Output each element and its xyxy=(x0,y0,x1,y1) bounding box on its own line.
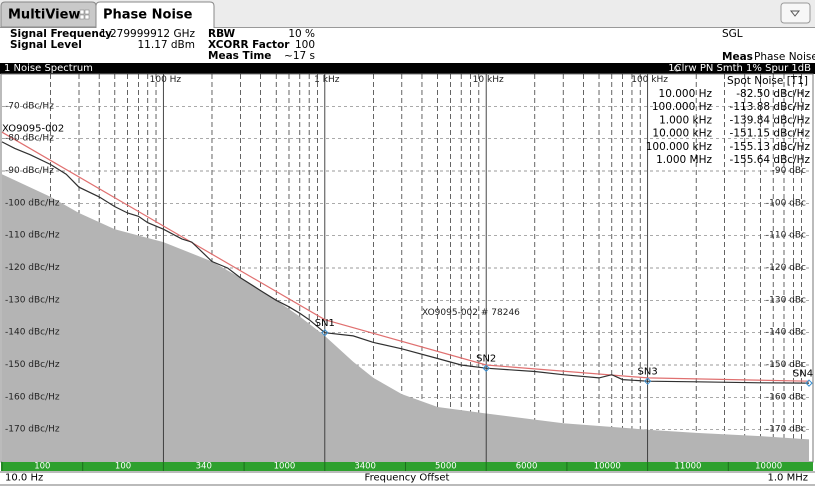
info-value: 11.17 dBm xyxy=(138,39,196,51)
segment-value: 340 xyxy=(196,462,212,472)
y2-tick-label: -100 dBc xyxy=(766,198,806,208)
window-title: 1 Noise Spectrum xyxy=(4,63,93,74)
spot-frequency: 1.000 kHz xyxy=(659,114,712,126)
segment-value: 1000 xyxy=(274,462,296,472)
dropdown-button[interactable] xyxy=(780,2,811,24)
y2-tick-label: -110 dBc xyxy=(766,231,806,241)
noise-floor-area xyxy=(2,174,809,462)
y-tick-label: -160 dBc/Hz xyxy=(5,392,60,402)
marker xyxy=(805,379,813,387)
plot: 100 Hz 1 kHz 10 kHz 100 kHz XO9095-002 -70 dB… xyxy=(1,74,813,462)
meas-label: Meas xyxy=(722,51,753,63)
segment-bar xyxy=(1,462,813,471)
info-value: 10 % xyxy=(288,28,315,40)
spot-value: -82.50 dBc/Hz xyxy=(736,88,810,100)
trace-annotation: XO9095-002 # 78246 xyxy=(422,308,520,318)
info-label: Meas Time xyxy=(208,50,271,62)
spot-value: -155.13 dBc/Hz xyxy=(730,141,811,153)
tab-label: Phase Noise xyxy=(103,8,193,23)
info-value: 100 xyxy=(295,39,315,51)
x-start-label: 10.0 Hz xyxy=(5,473,43,484)
marker-label: SN1 xyxy=(315,318,335,329)
marker-label: SN3 xyxy=(637,367,657,378)
spot-frequency: 100.000 kHz xyxy=(646,141,713,153)
segment-value: 3400 xyxy=(354,462,376,472)
segment-value: 5000 xyxy=(435,462,457,472)
spot-value: -155.64 dBc/Hz xyxy=(730,154,811,166)
spot-noise-title: Spot Noise [T1] xyxy=(727,75,808,87)
trace-icon xyxy=(674,65,680,72)
x-tick-label: 10 kHz xyxy=(473,75,504,85)
info-label: Signal Level xyxy=(10,39,82,51)
marker xyxy=(643,377,652,385)
tab-phase-noise[interactable] xyxy=(95,1,215,28)
trace-name: XO9095-002 xyxy=(2,124,64,135)
sweep-status: SGL xyxy=(722,28,743,40)
x-tick-label: 100 Hz xyxy=(150,75,182,85)
marker xyxy=(482,364,490,372)
y-tick-label: -130 dBc/Hz xyxy=(5,295,60,305)
segment-value: 6000 xyxy=(516,462,538,472)
y2-tick-label: -120 dBc xyxy=(766,263,806,273)
segment-value: 100 xyxy=(34,462,50,472)
trace-line xyxy=(1,131,810,382)
marker xyxy=(321,328,329,337)
marker-label: SN4 xyxy=(793,369,813,380)
y2-tick-label: -130 dBc xyxy=(766,295,806,305)
grid-icon xyxy=(79,9,90,20)
info-label: RBW xyxy=(208,28,236,40)
y-tick-label: -90 dBc/Hz xyxy=(5,166,54,176)
segment-value: 100 xyxy=(115,462,131,472)
y-tick-label: -80 dBc/Hz xyxy=(5,134,54,144)
x-end-label: 1.0 MHz xyxy=(768,473,808,484)
y-tick-label: -120 dBc/Hz xyxy=(5,263,60,273)
info-value: 1.279999912 GHz xyxy=(100,28,196,40)
y-tick-label: -70 dBc/Hz xyxy=(5,101,54,111)
segment-value: 11000 xyxy=(674,462,701,472)
segment-value: 10000 xyxy=(755,462,782,472)
info-value: ~17 s xyxy=(284,50,315,62)
spot-frequency: 1.000 MHz xyxy=(656,154,712,166)
tab-label: MultiView xyxy=(8,8,80,23)
spot-frequency: 10.000 Hz xyxy=(659,88,713,100)
marker-label: SN2 xyxy=(476,354,496,365)
meas-value: Phase Noise xyxy=(754,51,815,63)
y2-tick-label: -170 dBc xyxy=(766,425,806,435)
info-label: Signal Frequency xyxy=(10,28,112,40)
y2-tick-label: -160 dBc xyxy=(766,392,806,402)
x-tick-label: 1 kHz xyxy=(314,75,340,85)
x-axis-title: Frequency Offset xyxy=(365,473,450,484)
dropdown-arrow xyxy=(789,10,801,17)
y2-tick-label: -90 dBc xyxy=(772,166,806,176)
window-title-bar xyxy=(0,63,815,74)
y-tick-label: -100 dBc/Hz xyxy=(5,198,60,208)
spot-frequency: 10.000 kHz xyxy=(652,128,712,140)
spot-frequency: 100.000 Hz xyxy=(652,101,713,113)
trace-info: 1Clrw PN Smth 1% Spur 1dB xyxy=(668,63,811,74)
spot-value: -139.84 dBc/Hz xyxy=(730,114,811,126)
segment-value: 10000 xyxy=(594,462,621,472)
y2-tick-label: -150 dBc xyxy=(766,360,806,370)
y-tick-label: -150 dBc/Hz xyxy=(5,360,60,370)
y-tick-label: -110 dBc/Hz xyxy=(5,231,60,241)
trace-line xyxy=(1,141,810,384)
y-tick-label: -170 dBc/Hz xyxy=(5,425,60,435)
spot-value: -151.15 dBc/Hz xyxy=(730,128,811,140)
y-tick-label: -140 dBc/Hz xyxy=(5,328,60,338)
y2-tick-label: -140 dBc xyxy=(766,328,806,338)
spot-value: -113.88 dBc/Hz xyxy=(730,101,811,113)
info-label: XCORR Factor xyxy=(208,39,290,51)
x-tick-label: 100 kHz xyxy=(631,75,668,85)
